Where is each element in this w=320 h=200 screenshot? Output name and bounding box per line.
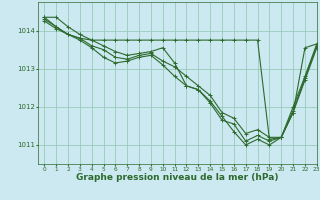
X-axis label: Graphe pression niveau de la mer (hPa): Graphe pression niveau de la mer (hPa) [76, 173, 279, 182]
